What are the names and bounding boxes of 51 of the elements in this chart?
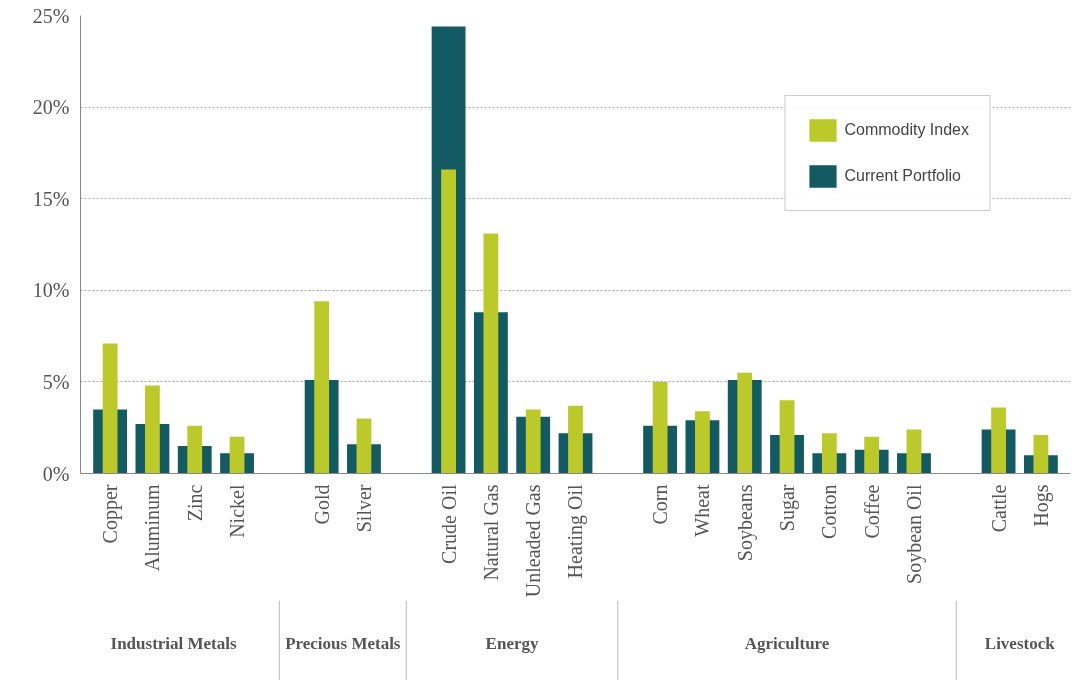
x-tick-label: Soybean Oil <box>902 484 926 584</box>
bar <box>821 433 837 474</box>
y-tick-label: 5% <box>42 370 70 393</box>
x-tick-label: Silver <box>352 484 375 533</box>
text: Livestock <box>984 633 1056 653</box>
x-tick-label: Wheat <box>691 484 714 537</box>
bar <box>483 233 499 474</box>
text: Industrial Metals <box>110 633 238 653</box>
bar <box>737 372 753 474</box>
y-tick-label: 0% <box>42 462 70 485</box>
x-tick-label: Copper <box>99 484 123 544</box>
x-tick-label: Coffee <box>860 484 883 539</box>
x-tick-label: Sugar <box>776 484 800 532</box>
bar <box>145 385 160 474</box>
y-tick-label: 15% <box>32 187 70 210</box>
y-tick-label: 10% <box>32 279 70 302</box>
bar <box>568 405 583 474</box>
text: Agriculture <box>744 633 830 653</box>
x-tick-label: Cattle <box>987 484 1010 533</box>
bar <box>864 436 880 474</box>
bar <box>314 301 330 474</box>
bar <box>441 169 456 474</box>
bar <box>1033 435 1049 474</box>
x-tick-label: Gold <box>310 484 333 525</box>
text: Energy <box>485 633 539 653</box>
x-tick-label: Hogs <box>1029 484 1053 527</box>
x-tick-label: Natural Gas <box>479 484 502 581</box>
bar <box>229 436 245 474</box>
bar <box>695 411 710 474</box>
x-tick-label: Cotton <box>818 484 841 539</box>
y-tick-label: 25% <box>32 4 70 27</box>
bar <box>779 400 795 474</box>
bar <box>652 381 668 474</box>
bar <box>525 409 541 474</box>
bar <box>906 429 922 474</box>
x-tick-label: Corn <box>649 484 672 525</box>
text: Precious Metals <box>285 633 401 653</box>
bar <box>187 425 203 474</box>
x-tick-label: Crude Oil <box>437 484 460 564</box>
legend-label: Current Portfolio <box>844 167 961 185</box>
x-tick-label: Unleaded Gas <box>522 484 545 598</box>
bar <box>356 418 372 474</box>
bar <box>991 407 1006 474</box>
x-tick-label: Aluminum <box>141 484 164 572</box>
bar <box>102 343 118 474</box>
legend-label: Commodity Index <box>844 121 969 139</box>
y-tick-label: 20% <box>32 96 70 119</box>
x-tick-label: Zinc <box>183 484 206 522</box>
x-tick-label: Soybeans <box>733 484 757 562</box>
x-tick-label: Nickel <box>226 484 249 538</box>
x-tick-label: Heating Oil <box>564 484 588 579</box>
